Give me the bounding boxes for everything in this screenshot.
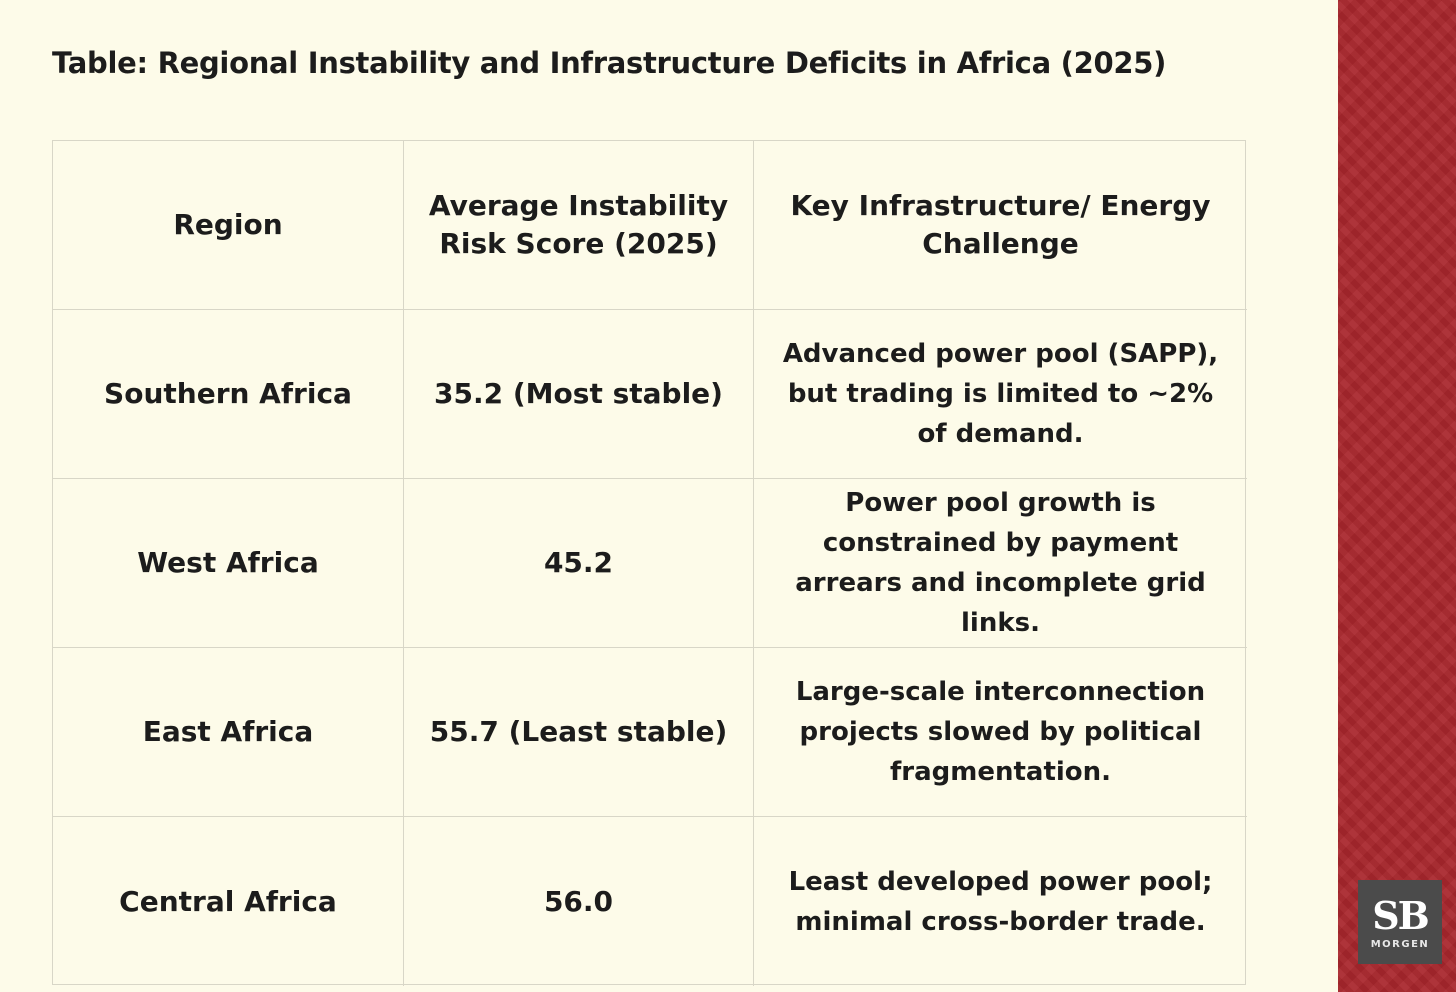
table-cell-challenge: Power pool growth is constrained by paym… <box>754 479 1247 648</box>
logo-text: MORGEN <box>1370 938 1430 950</box>
table-cell-score: 56.0 <box>404 817 754 986</box>
decorative-sidebar <box>1338 0 1456 992</box>
table-cell-region: Southern Africa <box>53 310 404 479</box>
table-cell-challenge: Large-scale interconnection projects slo… <box>754 648 1247 817</box>
header-risk-score: Average Instability Risk Score (2025) <box>404 141 754 310</box>
table-cell-region: East Africa <box>53 648 404 817</box>
table-cell-score: 55.7 (Least stable) <box>404 648 754 817</box>
header-challenge: Key Infrastructure/ Energy Challenge <box>754 141 1247 310</box>
data-table: Region Average Instability Risk Score (2… <box>52 140 1247 986</box>
table-cell-score: 35.2 (Most stable) <box>404 310 754 479</box>
brand-logo: SB MORGEN <box>1358 880 1442 964</box>
page-title: Table: Regional Instability and Infrastr… <box>52 46 1167 80</box>
table-cell-score: 45.2 <box>404 479 754 648</box>
header-region: Region <box>53 141 404 310</box>
table-cell-challenge: Least developed power pool; minimal cros… <box>788 866 1213 937</box>
table-cell-challenge: Advanced power pool (SAPP), but trading … <box>754 310 1247 479</box>
table-cell-region: West Africa <box>53 479 404 648</box>
table-cell-region: Central Africa <box>53 817 404 986</box>
logo-mark: SB <box>1372 892 1430 938</box>
